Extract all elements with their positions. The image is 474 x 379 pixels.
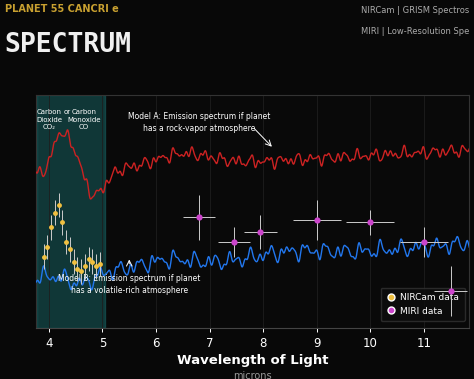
Text: or: or — [64, 110, 71, 116]
Text: Carbon
Dioxide
CO₂: Carbon Dioxide CO₂ — [36, 110, 62, 130]
Bar — [37, 95, 105, 328]
Text: Model B: Emission spectrum if planet
has a volatile-rich atmosphere: Model B: Emission spectrum if planet has… — [58, 274, 201, 294]
Text: Model A: Emission spectrum if planet
has a rock-vapor atmosphere: Model A: Emission spectrum if planet has… — [128, 112, 270, 133]
Text: PLANET 55 CANCRI e: PLANET 55 CANCRI e — [5, 4, 118, 14]
Text: Carbon
Monoxide
CO: Carbon Monoxide CO — [67, 110, 100, 130]
Text: MIRI | Low-Resolution Spe: MIRI | Low-Resolution Spe — [361, 27, 469, 36]
Text: SPECTRUM: SPECTRUM — [5, 32, 132, 58]
Legend: NIRCam data, MIRI data: NIRCam data, MIRI data — [381, 288, 465, 321]
Text: microns: microns — [233, 371, 272, 379]
Text: NIRCam | GRISM Spectros: NIRCam | GRISM Spectros — [361, 6, 469, 15]
Text: Wavelength of Light: Wavelength of Light — [177, 354, 328, 367]
